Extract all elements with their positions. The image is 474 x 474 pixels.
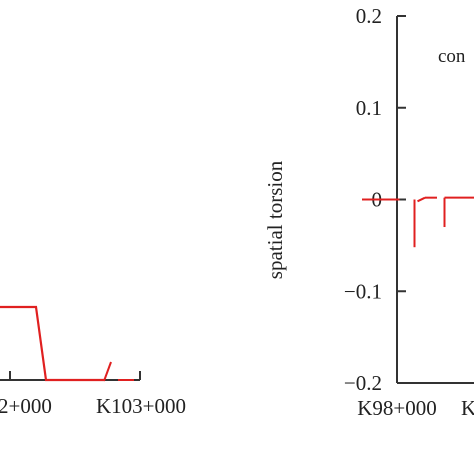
right-y-tick-label: 0.1 bbox=[356, 96, 382, 120]
right-chart: 0.20.10−0.1−0.2 K98+000 K spatial torsio… bbox=[263, 4, 474, 420]
right-y-ticks: 0.20.10−0.1−0.2 bbox=[344, 4, 406, 395]
right-x-tick-label-0: K98+000 bbox=[357, 396, 437, 420]
left-x-tick-label-0: 2+000 bbox=[0, 394, 52, 418]
right-annotation: con bbox=[438, 46, 466, 67]
left-chart: 2+000 K103+000 bbox=[0, 305, 186, 418]
right-series bbox=[362, 196, 474, 248]
right-x-tick-label-1: K bbox=[461, 396, 474, 420]
right-y-tick-label: 0.2 bbox=[356, 4, 382, 28]
left-series bbox=[0, 305, 104, 382]
right-series-segment bbox=[417, 196, 426, 203]
right-y-tick-label: −0.1 bbox=[344, 279, 382, 303]
left-x-tick-label-1: K103+000 bbox=[96, 394, 186, 418]
right-y-tick-label: −0.2 bbox=[344, 371, 382, 395]
left-series-mark bbox=[103, 361, 112, 382]
left-series-line bbox=[0, 305, 104, 382]
right-y-axis-label: spatial torsion bbox=[263, 160, 287, 279]
